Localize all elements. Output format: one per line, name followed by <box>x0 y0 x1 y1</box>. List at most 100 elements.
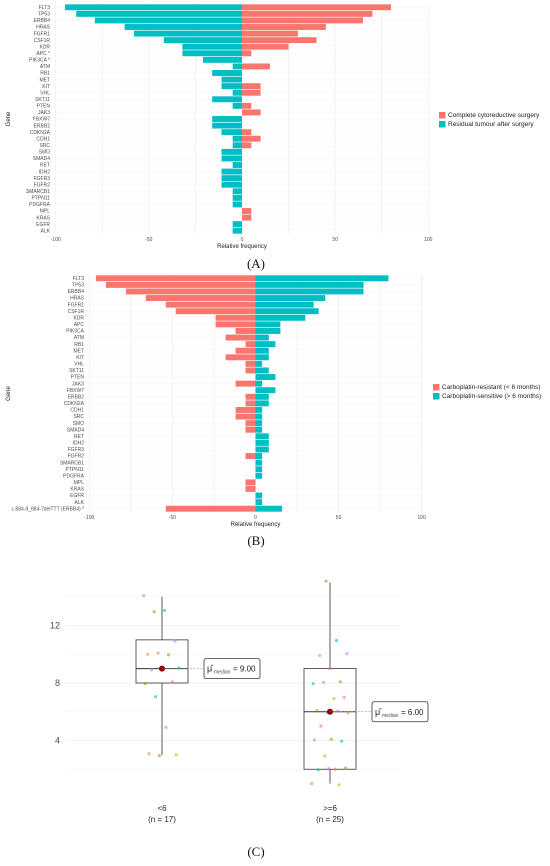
bar-b-33 <box>255 492 263 499</box>
data-point <box>318 653 322 658</box>
bar-a-2 <box>125 288 256 295</box>
data-point <box>312 738 316 742</box>
bar-a-15 <box>242 102 252 109</box>
data-point <box>150 668 154 672</box>
data-point <box>338 680 342 684</box>
bar-a-7 <box>215 321 256 328</box>
category-label: ATM <box>40 64 50 70</box>
category-label: ERBB4 <box>68 289 85 295</box>
bar-b-25 <box>221 168 242 175</box>
category-label: MET <box>39 77 50 83</box>
bar-a-23 <box>245 426 256 433</box>
group-label: <6 <box>157 804 167 813</box>
bar-b-0 <box>65 4 242 11</box>
data-point <box>346 711 350 715</box>
bar-a-2 <box>242 17 364 24</box>
x-tick-label: 100 <box>424 237 433 243</box>
bar-a-19 <box>245 400 256 407</box>
bar-a-14 <box>245 367 256 374</box>
bar-b-2 <box>94 17 242 24</box>
bar-b-15 <box>232 102 242 109</box>
bar-a-19 <box>242 129 252 136</box>
bar-b-23 <box>255 426 263 433</box>
bar-a-12 <box>225 354 256 361</box>
bar-b-14 <box>212 96 242 103</box>
median-subscript: median <box>214 670 231 676</box>
data-point <box>345 652 349 656</box>
category-label: SKT11 <box>69 368 84 374</box>
category-label: FGFR3 <box>34 176 51 182</box>
bar-a-4 <box>165 301 256 308</box>
bar-a-32 <box>242 214 252 221</box>
bar-b-11 <box>221 76 242 83</box>
data-point <box>337 783 341 787</box>
bar-b-26 <box>221 175 242 182</box>
bar-a-21 <box>235 413 256 420</box>
category-label: TP53 <box>72 283 84 289</box>
bar-a-32 <box>245 485 256 492</box>
category-label: FGFR1 <box>68 302 85 308</box>
bar-b-18 <box>255 393 269 400</box>
category-label: JAK3 <box>72 381 84 387</box>
category-label: VHL <box>40 90 50 96</box>
legend-swatch <box>433 393 440 400</box>
data-point <box>152 610 156 614</box>
bar-b-30 <box>232 201 242 208</box>
category-label: EGFR <box>36 222 50 228</box>
category-label: FBXW7 <box>67 388 84 394</box>
data-point <box>164 725 168 729</box>
category-label: APC <box>74 322 85 328</box>
y-tick-label: 8 <box>55 678 60 688</box>
bar-b-33 <box>232 221 242 228</box>
bar-a-16 <box>242 109 261 116</box>
bar-a-16 <box>235 380 256 387</box>
bar-b-0 <box>255 275 389 282</box>
bar-a-13 <box>242 89 261 96</box>
bar-a-9 <box>242 63 270 70</box>
bar-b-4 <box>133 30 242 37</box>
category-label: FGFR2 <box>68 454 85 460</box>
y-axis-title: Gene <box>6 111 12 126</box>
y-axis-title: Gene <box>6 386 12 401</box>
median-value: = 9.00 <box>233 665 256 674</box>
data-point <box>143 682 147 686</box>
category-label: ERBB2 <box>68 394 85 400</box>
category-label: PTEN <box>71 375 85 381</box>
legend-swatch <box>433 384 440 391</box>
x-tick-label: 50 <box>336 515 342 521</box>
bar-a-8 <box>235 327 256 334</box>
category-label: FGFR2 <box>34 182 51 188</box>
category-label: RET <box>40 163 50 169</box>
data-point <box>340 739 344 743</box>
x-tick-label: -100 <box>51 237 61 243</box>
category-label: JAK3 <box>38 110 50 116</box>
bar-b-22 <box>255 420 263 427</box>
median-subscript: median <box>382 713 399 719</box>
bar-b-25 <box>255 439 269 446</box>
data-point <box>310 782 314 786</box>
bar-a-20 <box>235 406 256 413</box>
category-label: PIK3CA * <box>29 58 50 64</box>
data-point <box>163 608 167 613</box>
data-point <box>315 708 319 713</box>
legend-label: Complete cytoreductive surgery <box>448 112 540 119</box>
median-label-box <box>371 701 429 723</box>
bar-b-13 <box>232 89 242 96</box>
bar-a-21 <box>242 142 252 149</box>
category-label: SMAD4 <box>33 156 50 162</box>
data-point <box>334 638 339 643</box>
bar-a-1 <box>105 281 256 288</box>
data-point <box>336 709 340 713</box>
category-label: ERBB4 <box>34 18 51 24</box>
median-symbol: μ̂ <box>207 664 214 674</box>
x-tick-label: 100 <box>418 515 427 521</box>
category-label: FLT3 <box>73 276 85 282</box>
bar-b-7 <box>182 50 242 57</box>
category-label: SMO <box>39 150 51 156</box>
bar-a-1 <box>242 10 373 17</box>
bar-b-28 <box>255 459 263 466</box>
x-tick-label: -50 <box>169 515 176 521</box>
